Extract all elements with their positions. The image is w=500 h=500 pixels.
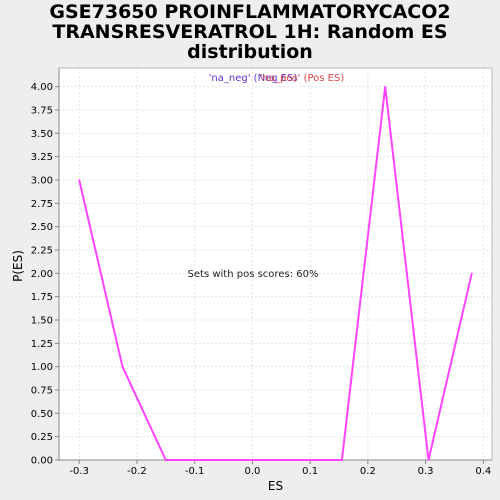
x-tick-label: -0.3 [69,466,89,477]
y-tick-label: 4.00 [31,82,53,93]
y-tick-label: 2.75 [31,199,53,210]
chart-title-line-2: TRANSRESVERATROL 1H: Random ES [52,21,448,43]
es-data-point [470,272,473,275]
y-tick-label: 3.00 [31,176,53,187]
y-axis-label: P(ES) [11,250,25,282]
y-tick-label: 0.00 [31,456,53,467]
x-tick-label: 0.3 [418,466,434,477]
x-axis-label: ES [268,479,283,493]
y-tick-label: 3.50 [31,129,53,140]
y-tick-label: 1.00 [31,362,53,373]
y-tick-label: 0.50 [31,409,53,420]
x-tick-label: 0.1 [302,466,318,477]
es-data-point [341,459,343,461]
y-tick-label: 0.75 [31,386,53,397]
y-tick-label: 3.25 [31,152,53,163]
legend: 'na_neg' (Neg ES) 'na_pos' (Pos ES) [209,73,345,84]
es-data-point [121,365,124,368]
legend-entry-neg: 'na_neg' (Neg ES) [209,73,298,84]
y-tick-label: 2.25 [31,246,53,257]
y-tick-label: 0.25 [31,432,53,443]
chart-title-line-1: GSE73650 PROINFLAMMATORYCACO2 [49,1,451,23]
plot-area [59,68,492,460]
y-tick-label: 1.50 [31,316,53,327]
es-data-point [78,179,81,181]
x-tick-label: 0.2 [360,466,376,477]
y-tick-label: 1.25 [31,339,53,350]
x-tick-label: -0.1 [185,466,205,477]
x-tick-label: 0.0 [244,466,260,477]
es-data-point [384,85,386,88]
es-data-point [427,459,430,461]
pos-scores-annotation: Sets with pos scores: 60% [188,269,319,280]
y-tick-label: 2.00 [31,269,53,280]
y-tick-label: 2.50 [31,222,53,233]
series-layer [78,85,473,461]
y-tick-label: 1.75 [31,292,53,303]
y-tick-label: 3.75 [31,106,53,117]
chart-title: GSE73650 PROINFLAMMATORYCACO2 TRANSRESVE… [0,2,500,62]
x-tick-label: -0.2 [127,466,147,477]
chart-title-line-3: distribution [187,41,313,63]
legend-entry-pos: 'na_pos' (Pos ES) [260,73,345,84]
es-data-point [165,459,167,461]
x-tick-label: 0.4 [475,466,491,477]
